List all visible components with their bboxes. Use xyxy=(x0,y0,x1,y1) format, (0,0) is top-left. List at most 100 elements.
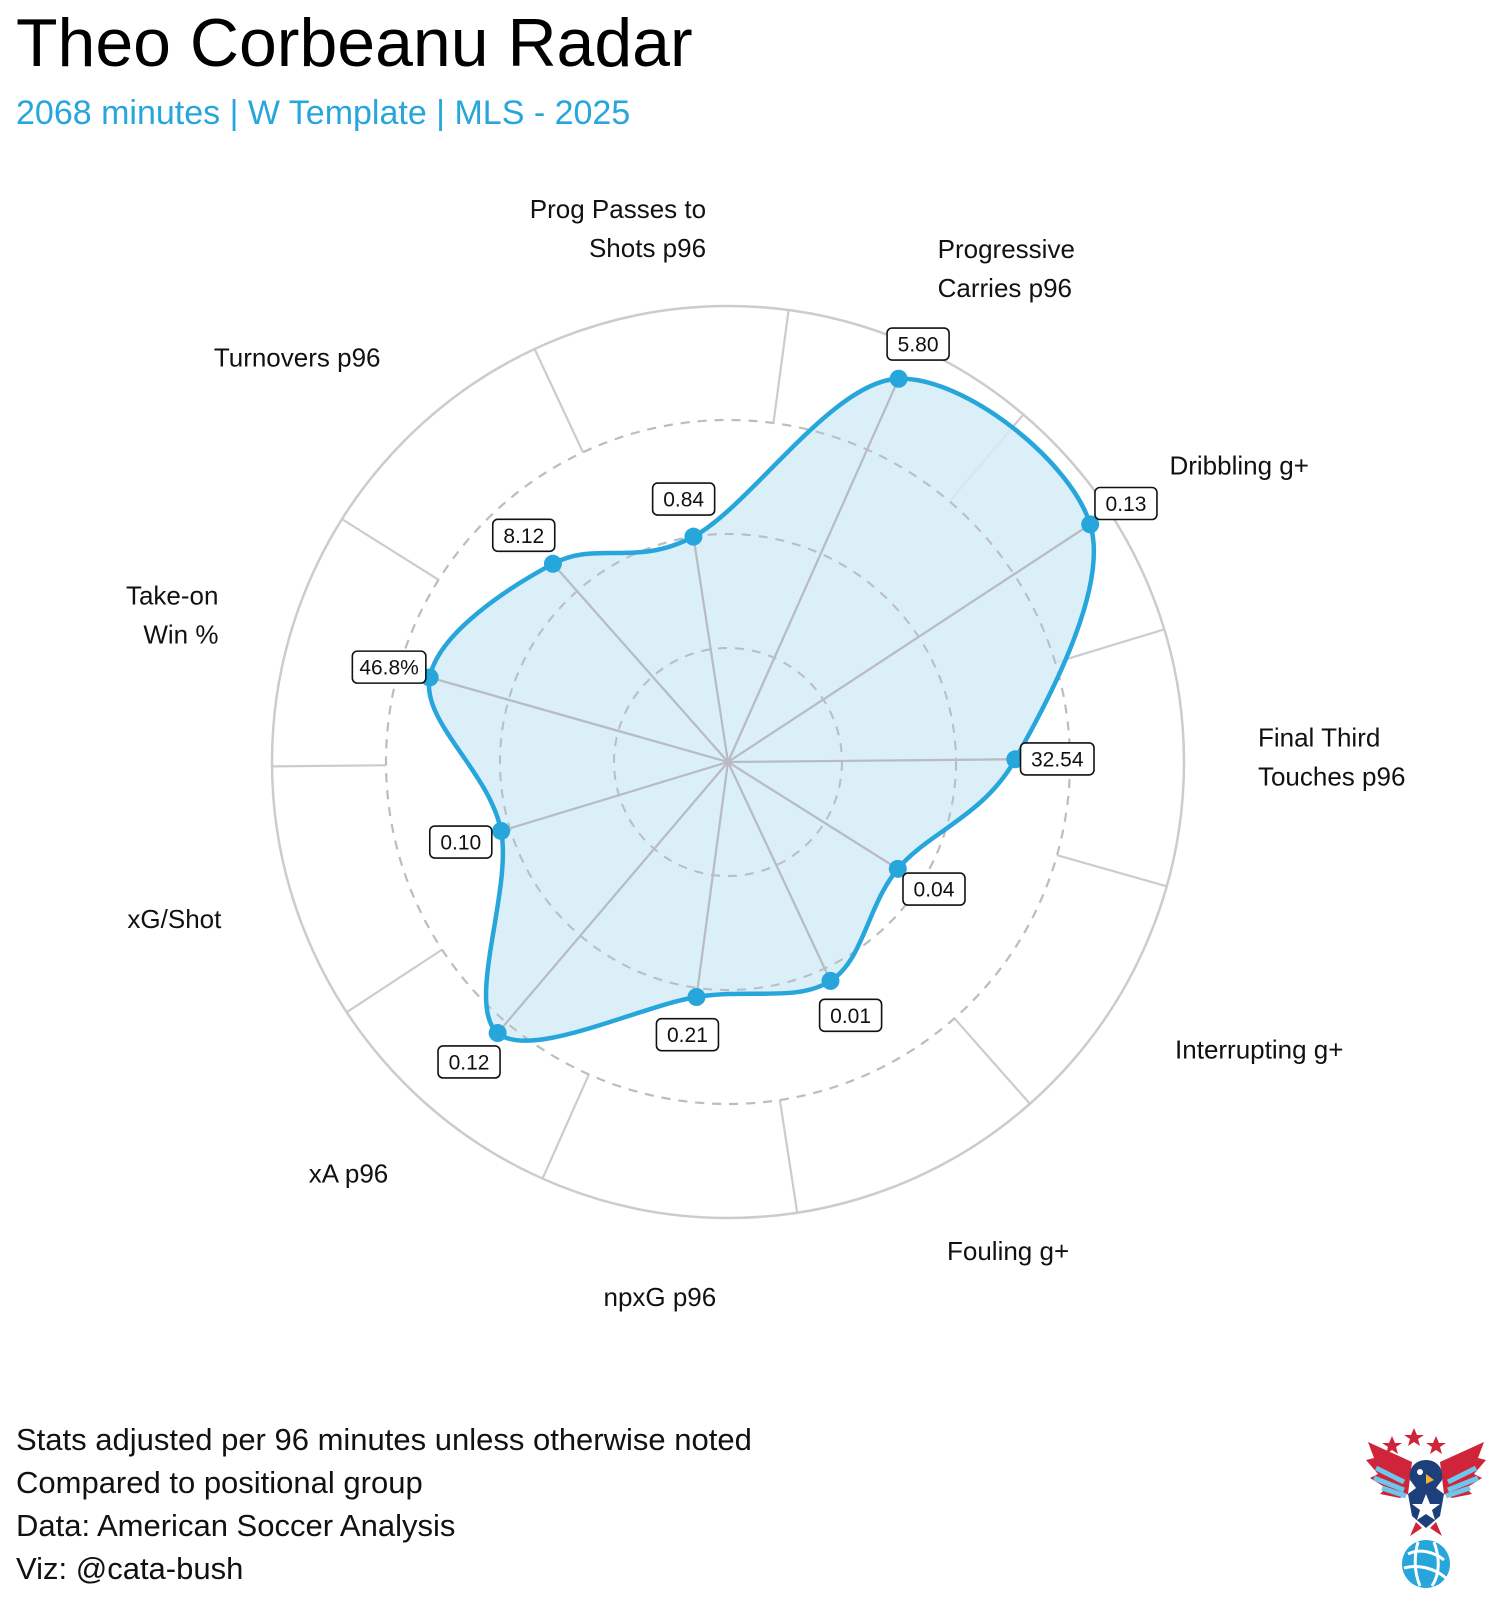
data-point xyxy=(821,971,840,990)
axis-label-line: Fouling g+ xyxy=(947,1236,1069,1266)
axis-label-line: xG/Shot xyxy=(127,904,222,934)
value-label-text: 0.84 xyxy=(663,489,704,512)
axis-label: Final Third Touches p96 xyxy=(1258,722,1405,791)
value-label-box xyxy=(491,518,556,553)
value-label-box xyxy=(351,650,427,684)
spoke-line-overlay xyxy=(496,761,729,1034)
axis-label-line: Turnovers p96 xyxy=(214,342,381,372)
axis-label: xG/Shot xyxy=(127,904,222,934)
value-label: 0.10 xyxy=(428,825,493,859)
data-point xyxy=(492,821,511,840)
data-point xyxy=(888,859,907,878)
spoke-line-overlay xyxy=(727,758,1016,764)
value-label-box xyxy=(428,825,493,859)
data-point xyxy=(687,988,706,1007)
value-label: 46.8% xyxy=(351,650,427,684)
value-label: 0.04 xyxy=(902,872,966,906)
radar-outline xyxy=(426,376,1097,1043)
spoke-line-overlay xyxy=(726,378,900,763)
value-label-box xyxy=(818,998,883,1033)
footnote-adjustment: Stats adjusted per 96 minutes unless oth… xyxy=(16,1422,752,1457)
value-label-text: 0.21 xyxy=(667,1024,708,1047)
footnote-data-source: Data: American Soccer Analysis xyxy=(16,1508,456,1543)
spoke-line-overlay xyxy=(692,536,730,763)
sector-divider xyxy=(772,309,790,424)
axis-label: Turnovers p96 xyxy=(214,342,381,372)
data-point xyxy=(488,1024,507,1043)
spoke-line-overlay xyxy=(695,761,730,998)
spoke-line-overlay xyxy=(500,760,729,833)
radar-chart: 5.80 0.13 32.54 0.04 0.01 0.21 0.12 0.10 46.8% 8.… xyxy=(126,194,1405,1312)
axis-label-line: npxG p96 xyxy=(603,1282,716,1312)
value-label-box xyxy=(902,872,966,906)
value-label: 0.01 xyxy=(818,998,883,1033)
data-point xyxy=(889,369,908,388)
radar-points xyxy=(420,369,1100,1043)
axis-label-line: Progressive xyxy=(938,234,1075,264)
footnotes: Stats adjusted per 96 minutes unless oth… xyxy=(16,1418,752,1590)
data-point xyxy=(543,554,562,573)
axis-label-line: Interrupting g+ xyxy=(1175,1035,1343,1065)
data-point xyxy=(684,527,703,546)
value-label-text: 0.04 xyxy=(914,879,955,902)
value-label: 0.21 xyxy=(655,1017,720,1052)
value-label-text: 32.54 xyxy=(1031,748,1084,771)
value-label: 32.54 xyxy=(1019,742,1095,776)
radar-area xyxy=(385,376,1097,1105)
grid-ring-overlay-25 xyxy=(613,647,843,877)
value-label-text: 0.10 xyxy=(440,832,481,855)
value-label-box xyxy=(1019,742,1095,776)
value-label: 0.13 xyxy=(1094,486,1158,521)
axis-label-line: xA p96 xyxy=(309,1158,389,1188)
axis-label-line: Carries p96 xyxy=(938,273,1072,303)
axis-label-line: Touches p96 xyxy=(1258,761,1405,791)
footnote-viz-credit: Viz: @cata-bush xyxy=(16,1551,244,1586)
value-label-box xyxy=(655,1017,720,1052)
axis-label: xA p96 xyxy=(309,1158,389,1188)
spoke-line-overlay xyxy=(727,761,899,870)
axis-label-line: Take-on xyxy=(126,580,219,610)
value-label-box xyxy=(886,327,950,361)
sector-divider xyxy=(346,948,443,1014)
axis-label: npxG p96 xyxy=(603,1282,716,1312)
chart-subtitle: 2068 minutes | W Template | MLS - 2025 xyxy=(16,94,631,132)
data-point xyxy=(1081,515,1100,534)
axis-label-line: Prog Passes to xyxy=(530,194,706,224)
chart-title: Theo Corbeanu Radar xyxy=(16,5,693,81)
sector-divider xyxy=(272,764,387,768)
sector-divider xyxy=(533,348,584,453)
axis-label-line: Win % xyxy=(143,619,218,649)
axis-label: Progressive Carries p96 xyxy=(938,234,1075,303)
value-label-text: 0.13 xyxy=(1106,493,1147,516)
sector-divider xyxy=(953,1017,1031,1105)
value-label-text: 8.12 xyxy=(503,525,544,548)
spoke-line-overlay xyxy=(429,676,729,764)
value-label-text: 0.01 xyxy=(830,1005,871,1028)
sector-divider xyxy=(1056,854,1168,888)
radar-axis-labels: Progressive Carries p96 Dribbling g+ Final … xyxy=(126,194,1405,1312)
value-label-box xyxy=(437,1045,501,1079)
axis-label-line: Final Third xyxy=(1258,722,1380,752)
sector-divider xyxy=(341,518,440,581)
value-label: 0.12 xyxy=(437,1045,501,1079)
value-label-text: 5.80 xyxy=(898,334,939,357)
grid-ring-overlay-50 xyxy=(499,533,957,991)
sector-divider xyxy=(541,1073,590,1180)
axis-label: Take-on Win % xyxy=(126,580,219,649)
axis-label: Interrupting g+ xyxy=(1175,1035,1343,1065)
axis-label-line: Shots p96 xyxy=(589,233,706,263)
value-label: 5.80 xyxy=(886,327,950,361)
value-label-box xyxy=(1094,486,1158,521)
axis-label: Fouling g+ xyxy=(947,1236,1069,1266)
sector-divider xyxy=(1054,628,1165,664)
axis-label-line: Dribbling g+ xyxy=(1169,451,1308,481)
axis-label: Prog Passes to Shots p96 xyxy=(530,194,706,263)
spoke-line-overlay xyxy=(552,563,729,763)
spoke-line-overlay xyxy=(727,761,832,982)
value-label: 8.12 xyxy=(491,518,556,553)
value-label-text: 46.8% xyxy=(359,657,419,680)
axis-label: Dribbling g+ xyxy=(1169,451,1308,481)
grid-ring-outer xyxy=(270,304,1186,1220)
value-label-text: 0.12 xyxy=(449,1051,490,1074)
eagle-soccer-logo-icon xyxy=(1366,1428,1486,1588)
